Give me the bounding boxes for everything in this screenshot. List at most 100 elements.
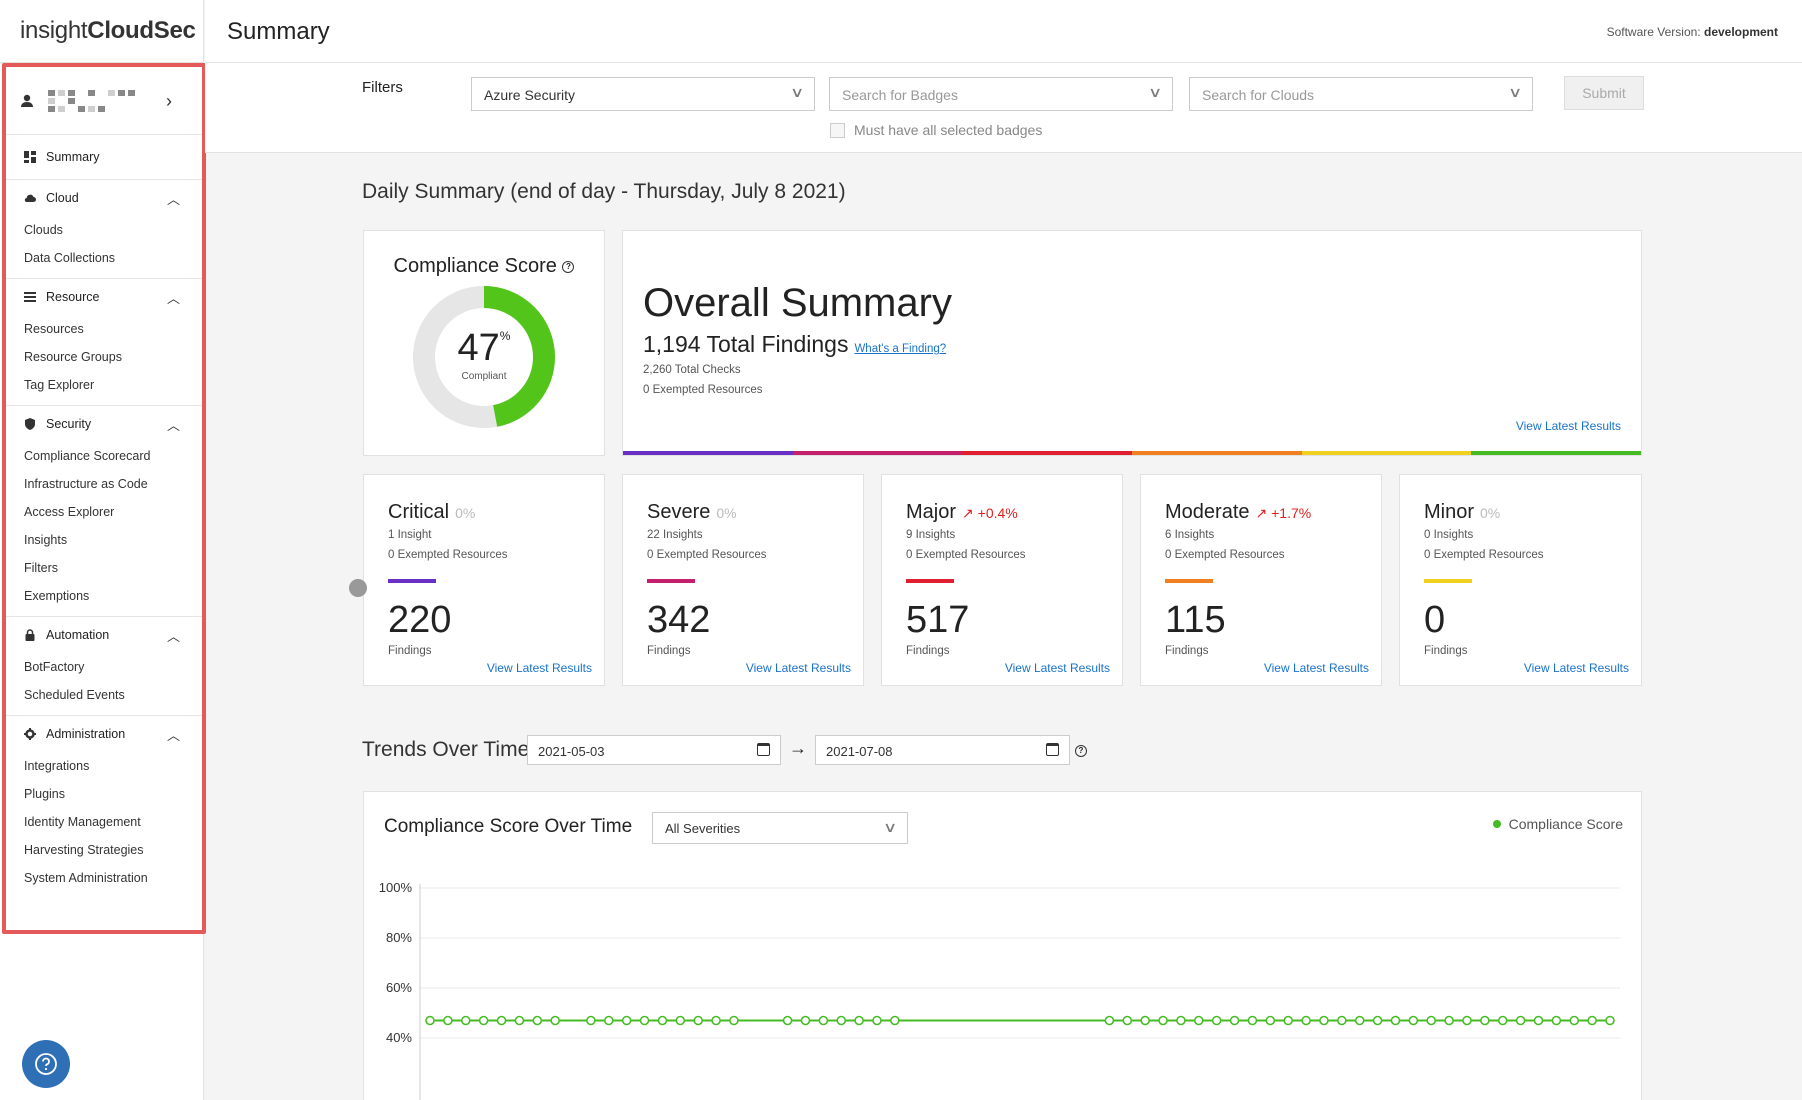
chevron-up-icon[interactable]: ︿ (166, 629, 180, 644)
sidebar-item-data-collections[interactable]: Data Collections (24, 251, 116, 265)
data-point[interactable] (675, 1015, 686, 1026)
view-latest-results-link[interactable]: View Latest Results (486, 661, 592, 675)
data-point[interactable] (1497, 1015, 1508, 1026)
data-point[interactable] (657, 1015, 668, 1026)
data-point[interactable] (1247, 1015, 1258, 1026)
data-point[interactable] (1104, 1015, 1115, 1026)
data-point[interactable] (1265, 1015, 1276, 1026)
data-point[interactable] (729, 1015, 739, 1026)
data-point[interactable] (836, 1015, 846, 1026)
sidebar-section-automation[interactable]: Automation ︿ (6, 617, 202, 653)
data-point[interactable] (890, 1015, 900, 1026)
data-point[interactable] (621, 1015, 632, 1026)
data-point[interactable] (854, 1015, 864, 1026)
whats-a-finding-link[interactable]: What's a Finding? (854, 343, 947, 355)
data-point[interactable] (1301, 1015, 1311, 1026)
data-point[interactable] (711, 1015, 721, 1026)
data-point[interactable] (818, 1015, 829, 1026)
data-point[interactable] (1390, 1015, 1401, 1026)
severity-filter-select[interactable]: All Severities ∨ (652, 812, 908, 844)
sidebar-item-botfactory[interactable]: BotFactory (24, 660, 85, 674)
view-latest-results-link[interactable]: View Latest Results (1004, 661, 1110, 675)
chevron-up-icon[interactable]: ︿ (166, 192, 180, 207)
app-logo[interactable]: insight CloudSec (0, 0, 203, 63)
help-icon[interactable]: ? (562, 260, 575, 273)
view-latest-results-link[interactable]: View Latest Results (1523, 661, 1629, 675)
data-point[interactable] (1211, 1015, 1222, 1026)
data-point[interactable] (604, 1015, 614, 1026)
data-point[interactable] (1587, 1015, 1597, 1026)
sidebar-item-compliance-scorecard[interactable]: Compliance Scorecard (24, 449, 151, 463)
sidebar-item-integrations[interactable]: Integrations (24, 759, 90, 773)
data-point[interactable] (1319, 1015, 1329, 1026)
sidebar-section-security[interactable]: Security ︿ (6, 406, 202, 442)
data-point[interactable] (782, 1015, 793, 1026)
user-menu[interactable]: › (6, 67, 202, 135)
data-point[interactable] (1176, 1015, 1186, 1026)
sidebar-section-cloud[interactable]: Cloud ︿ (6, 180, 202, 216)
data-point[interactable] (1426, 1015, 1436, 1026)
data-point[interactable] (639, 1015, 650, 1026)
must-have-all-badges[interactable]: Must have all selected badges (830, 122, 1042, 138)
data-point[interactable] (1158, 1015, 1168, 1026)
scroll-handle[interactable] (349, 579, 367, 597)
clouds-select[interactable]: Search for Clouds ∨ (1189, 77, 1533, 111)
submit-button[interactable]: Submit (1564, 76, 1644, 110)
calendar-icon[interactable] (757, 743, 770, 756)
view-latest-results-link[interactable]: View Latest Results (1263, 661, 1369, 675)
data-point[interactable] (693, 1015, 703, 1026)
data-point[interactable] (461, 1015, 471, 1026)
sidebar-item-insights[interactable]: Insights (24, 533, 68, 547)
data-point[interactable] (1515, 1015, 1526, 1026)
sidebar-item-infrastructure-as-code[interactable]: Infrastructure as Code (24, 477, 148, 491)
data-point[interactable] (586, 1015, 596, 1026)
sidebar-section-resource[interactable]: Resource ︿ (6, 279, 202, 315)
data-point[interactable] (1605, 1015, 1615, 1026)
sidebar-item-summary[interactable]: Summary (6, 139, 202, 175)
data-point[interactable] (1480, 1015, 1490, 1026)
data-point[interactable] (1140, 1015, 1150, 1026)
data-point[interactable] (1194, 1015, 1204, 1026)
sidebar-item-scheduled-events[interactable]: Scheduled Events (24, 688, 125, 702)
sidebar-item-exemptions[interactable]: Exemptions (24, 589, 90, 603)
help-button[interactable] (22, 1040, 70, 1088)
sidebar-section-administration[interactable]: Administration ︿ (6, 716, 202, 752)
checkbox[interactable] (830, 122, 845, 138)
data-point[interactable] (425, 1015, 435, 1026)
end-date-input[interactable]: 2021-07-08 (815, 735, 1070, 765)
view-latest-results-link[interactable]: View Latest Results (745, 661, 851, 675)
data-point[interactable] (496, 1015, 507, 1026)
data-point[interactable] (1337, 1015, 1347, 1026)
chevron-right-icon[interactable]: › (166, 91, 172, 111)
data-point[interactable] (514, 1015, 525, 1026)
data-point[interactable] (1229, 1015, 1240, 1026)
calendar-icon[interactable] (1046, 743, 1059, 756)
sidebar-item-resource-groups[interactable]: Resource Groups (24, 350, 122, 364)
sidebar-item-tag-explorer[interactable]: Tag Explorer (24, 378, 95, 392)
data-point[interactable] (1462, 1015, 1472, 1026)
data-point[interactable] (1444, 1015, 1454, 1026)
data-point[interactable] (1372, 1015, 1383, 1026)
data-point[interactable] (1122, 1015, 1133, 1026)
help-icon[interactable]: ? (1075, 745, 1087, 757)
data-point[interactable] (1283, 1015, 1293, 1026)
badges-select[interactable]: Search for Badges ∨ (829, 77, 1173, 111)
chevron-up-icon[interactable]: ︿ (166, 728, 180, 743)
sidebar-item-plugins[interactable]: Plugins (24, 787, 65, 801)
start-date-input[interactable]: 2021-05-03 (527, 735, 781, 765)
data-point[interactable] (1408, 1015, 1419, 1026)
data-point[interactable] (800, 1015, 811, 1026)
sidebar-item-filters[interactable]: Filters (24, 561, 59, 575)
chevron-up-icon[interactable]: ︿ (166, 291, 180, 306)
sidebar-item-system-administration[interactable]: System Administration (24, 871, 148, 885)
data-point[interactable] (443, 1015, 453, 1026)
data-point[interactable] (478, 1015, 489, 1026)
data-point[interactable] (1533, 1015, 1544, 1026)
sidebar-item-access-explorer[interactable]: Access Explorer (24, 505, 115, 519)
sidebar-item-clouds[interactable]: Clouds (24, 223, 63, 237)
view-latest-results-link[interactable]: View Latest Results (1515, 419, 1621, 433)
pack-select[interactable]: Azure Security ∨ (471, 77, 815, 111)
sidebar-item-harvesting-strategies[interactable]: Harvesting Strategies (24, 843, 144, 857)
sidebar-item-identity-management[interactable]: Identity Management (24, 815, 141, 829)
data-point[interactable] (1551, 1015, 1562, 1026)
